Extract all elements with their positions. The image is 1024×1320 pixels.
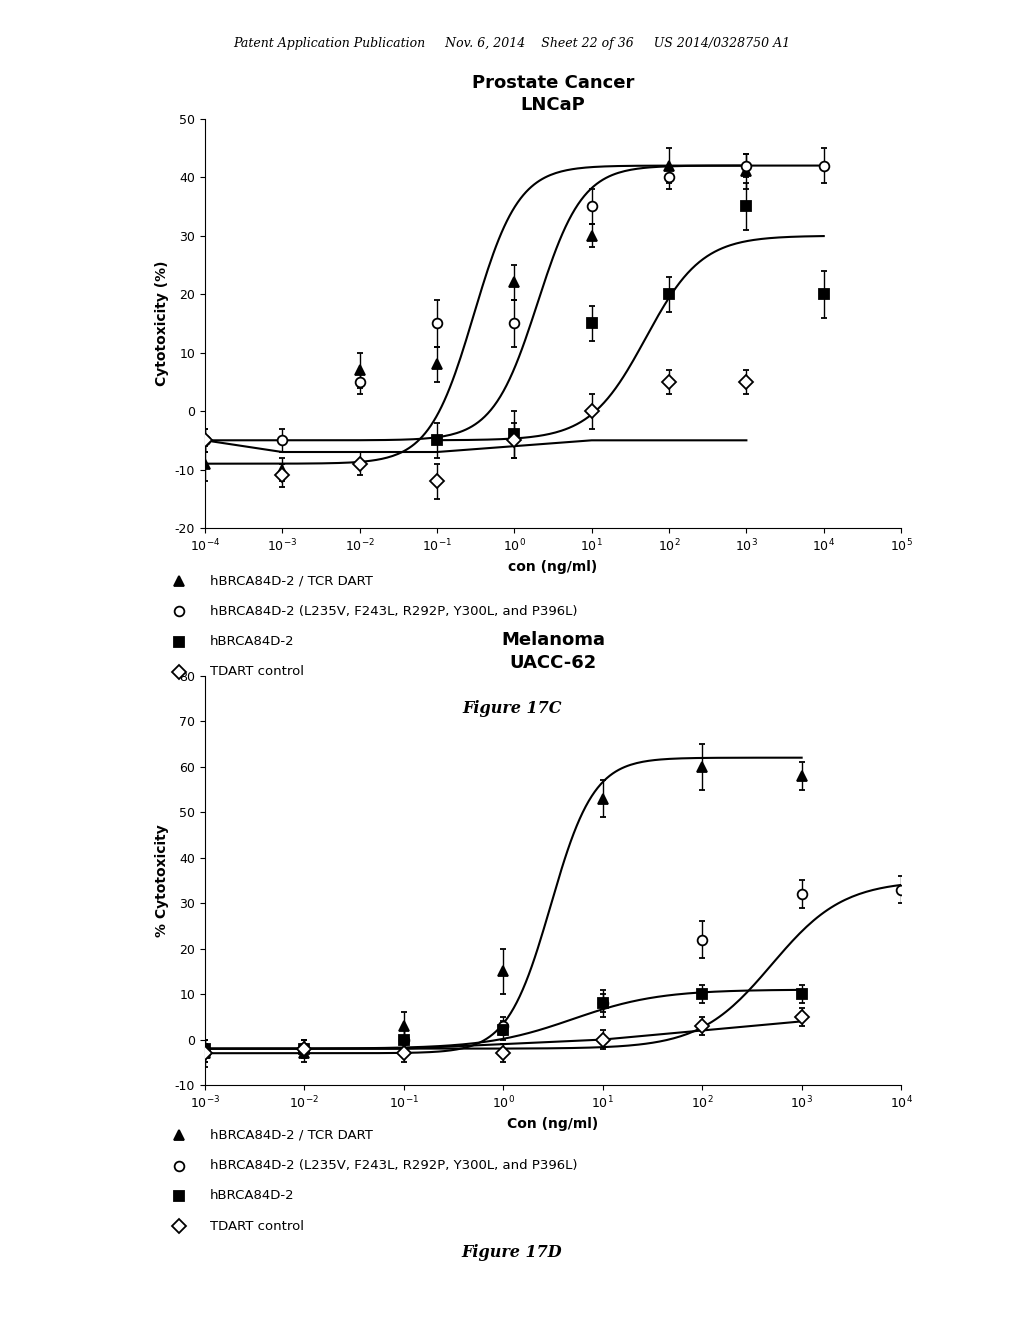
Text: TDART control: TDART control: [210, 1220, 304, 1233]
Text: hBRCA84D-2 (L235V, F243L, R292P, Y300L, and P396L): hBRCA84D-2 (L235V, F243L, R292P, Y300L, …: [210, 605, 578, 618]
Y-axis label: Cytotoxicity (%): Cytotoxicity (%): [156, 260, 169, 387]
Text: Figure 17C: Figure 17C: [462, 700, 562, 717]
Title: Melanoma
UACC-62: Melanoma UACC-62: [501, 631, 605, 672]
Text: hBRCA84D-2 (L235V, F243L, R292P, Y300L, and P396L): hBRCA84D-2 (L235V, F243L, R292P, Y300L, …: [210, 1159, 578, 1172]
Text: hBRCA84D-2: hBRCA84D-2: [210, 1189, 295, 1203]
Y-axis label: % Cytotoxicity: % Cytotoxicity: [156, 824, 169, 937]
Text: hBRCA84D-2: hBRCA84D-2: [210, 635, 295, 648]
X-axis label: con (ng/ml): con (ng/ml): [508, 560, 598, 574]
X-axis label: Con (ng/ml): Con (ng/ml): [507, 1117, 599, 1131]
Text: TDART control: TDART control: [210, 665, 304, 678]
Text: hBRCA84D-2 / TCR DART: hBRCA84D-2 / TCR DART: [210, 1129, 373, 1142]
Title: Prostate Cancer
LNCaP: Prostate Cancer LNCaP: [472, 74, 634, 115]
Text: hBRCA84D-2 / TCR DART: hBRCA84D-2 / TCR DART: [210, 574, 373, 587]
Text: Figure 17D: Figure 17D: [462, 1243, 562, 1261]
Text: Patent Application Publication     Nov. 6, 2014    Sheet 22 of 36     US 2014/03: Patent Application Publication Nov. 6, 2…: [233, 37, 791, 50]
